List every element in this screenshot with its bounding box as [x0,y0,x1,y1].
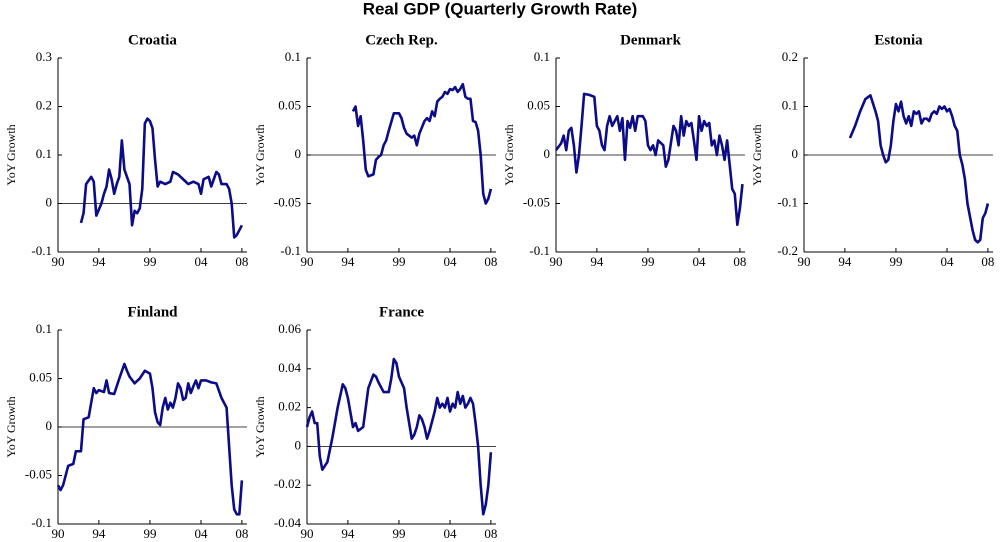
y-tick-label: 0.05 [527,97,550,112]
y-tick-label: -0.02 [274,476,301,491]
y-tick-label: 0.1 [534,49,550,64]
panel-title: Estonia [874,32,923,48]
y-tick-label: 0 [792,146,799,161]
x-tick-label: 04 [195,254,209,269]
x-tick-label: 99 [641,254,654,269]
x-tick-label: 08 [235,526,248,541]
y-tick-label: 0.1 [36,146,52,161]
y-tick-label: 0 [544,146,551,161]
x-tick-label: 90 [52,526,65,541]
y-tick-label: -0.1 [529,243,550,258]
x-tick-label: 94 [92,526,106,541]
series-line [848,94,990,244]
x-tick-label: 99 [392,254,405,269]
series-line [305,357,493,516]
y-tick-label: 0.2 [36,97,52,112]
x-tick-label: 08 [235,254,248,269]
x-tick-label: 04 [941,254,955,269]
x-tick-label: 08 [484,526,497,541]
panel-title: Croatia [128,32,177,48]
y-tick-label: 0.1 [782,97,798,112]
y-axis-label: YoY Growth [750,124,764,185]
x-tick-label: 99 [143,526,156,541]
panel-title: France [379,304,424,320]
y-tick-label: -0.1 [31,515,52,530]
y-tick-label: 0 [295,146,302,161]
x-tick-label: 94 [92,254,106,269]
y-tick-label: 0.04 [278,360,301,375]
y-tick-label: -0.04 [274,515,302,530]
y-tick-label: 0.2 [782,49,798,64]
x-tick-label: 99 [392,526,405,541]
y-axis-label: YoY Growth [253,124,267,185]
y-axis-label: YoY Growth [502,124,516,185]
y-tick-label: 0.06 [278,321,301,336]
x-tick-label: 99 [143,254,156,269]
x-tick-label: 90 [798,254,811,269]
x-tick-label: 94 [341,254,355,269]
x-tick-label: 08 [733,254,746,269]
x-tick-label: 90 [301,526,314,541]
y-tick-label: -0.1 [31,243,52,258]
y-tick-label: -0.1 [777,194,798,209]
y-tick-label: -0.05 [274,194,301,209]
panel: Estonia YoY Growth -0.2 -0.1 0 0.1 0.2 90 94 99 04… [750,32,995,269]
x-tick-label: 90 [52,254,65,269]
x-tick-label: 94 [341,526,355,541]
y-tick-label: 0.02 [278,399,301,414]
x-tick-label: 04 [693,254,707,269]
x-tick-label: 04 [444,254,458,269]
y-tick-label: 0 [46,418,53,433]
y-axis-label: YoY Growth [4,124,18,185]
x-tick-label: 94 [838,254,852,269]
panel: Finland YoY Growth -0.1 -0.05 0 0.05 0.1 90 94 99… [4,304,249,541]
y-tick-label: 0.1 [36,321,52,336]
y-axis-label: YoY Growth [253,396,267,457]
y-tick-label: 0 [295,437,302,452]
y-tick-label: 0.05 [278,97,301,112]
y-tick-label: 0.05 [29,369,52,384]
y-tick-label: -0.2 [777,243,798,258]
x-tick-label: 08 [484,254,497,269]
main-title: Real GDP (Quarterly Growth Rate) [363,0,638,18]
y-tick-label: -0.1 [280,243,301,258]
y-tick-label: 0.1 [285,49,301,64]
panel-title: Czech Rep. [365,32,438,48]
y-axis-label: YoY Growth [4,396,18,457]
x-tick-label: 90 [550,254,563,269]
y-tick-label: -0.05 [523,194,550,209]
series-line [554,92,744,227]
panel-title: Denmark [620,32,681,48]
x-tick-label: 90 [301,254,314,269]
panel: Czech Rep. YoY Growth -0.1 -0.05 0 0.05 0.1 90 9… [253,32,498,269]
x-tick-label: 04 [195,526,209,541]
panel-title: Finland [127,304,178,320]
x-tick-label: 94 [590,254,604,269]
panel: France YoY Growth -0.04 -0.02 0 0.02 0.04 0.06 9… [253,304,498,541]
y-tick-label: -0.05 [25,466,52,481]
panel: Denmark YoY Growth -0.1 -0.05 0 0.05 0.1 90 94 99… [502,32,747,269]
y-tick-label: 0 [46,194,53,209]
y-tick-label: 0.3 [36,49,52,64]
series-line [351,82,493,205]
x-tick-label: 99 [889,254,902,269]
series-line [79,117,244,239]
series-line [56,362,244,516]
x-tick-label: 04 [444,526,458,541]
x-tick-label: 08 [981,254,994,269]
panel: Croatia YoY Growth -0.1 0 0.1 0.2 0.3 90 94 99 04 0… [4,32,249,269]
